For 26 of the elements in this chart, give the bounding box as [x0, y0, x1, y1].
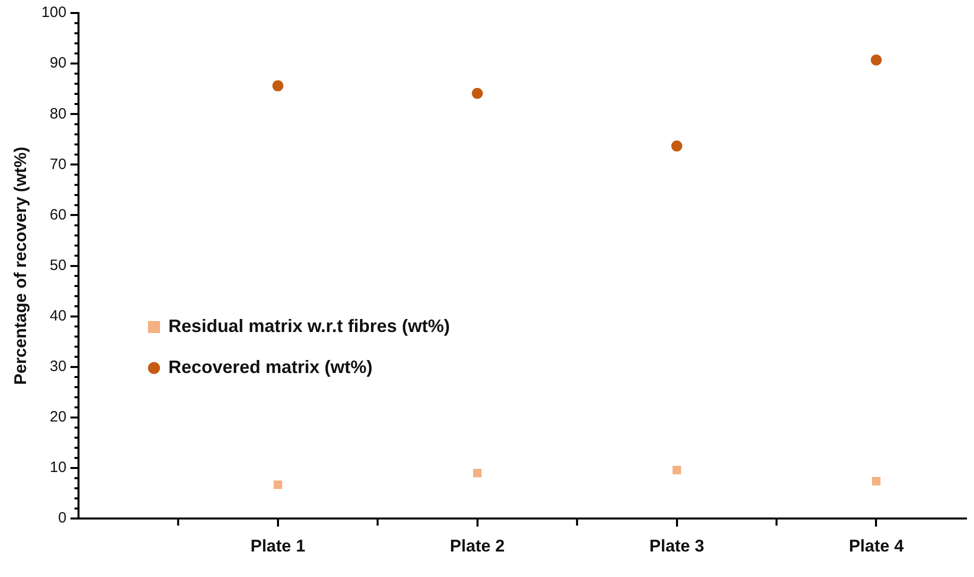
point: [473, 468, 482, 478]
y-tick-label: 30: [50, 358, 66, 376]
y-tick-label: 70: [50, 156, 66, 173]
point: [274, 480, 282, 489]
point: [472, 88, 483, 99]
legend-label: Recovered matrix (wt%): [168, 357, 372, 378]
x-tick-label: Plate 1: [250, 536, 306, 556]
y-tick-label: 10: [50, 459, 66, 476]
point: [872, 476, 880, 486]
legend-label: Residual matrix w.r.t fibres (wt%): [168, 316, 450, 338]
x-tick-label: Plate 3: [649, 536, 704, 556]
y-tick-label: 40: [50, 308, 66, 324]
x-tick-label: Plate 2: [450, 536, 505, 556]
y-axis-title: Percentage of recovery (wt%): [10, 146, 30, 385]
point: [672, 466, 682, 474]
y-tick-label: 50: [50, 256, 66, 274]
y-tick-label: 90: [50, 54, 66, 72]
y-tick-label: 20: [50, 408, 66, 426]
y-tick-label: 100: [41, 4, 66, 22]
y-tick-label: 80: [50, 105, 66, 122]
point: [671, 140, 682, 152]
point: [272, 80, 284, 92]
point: [870, 54, 882, 66]
x-tick-label: Plate 4: [848, 536, 904, 556]
y-tick-label: 60: [50, 206, 66, 224]
y-tick-label: 0: [58, 510, 66, 527]
